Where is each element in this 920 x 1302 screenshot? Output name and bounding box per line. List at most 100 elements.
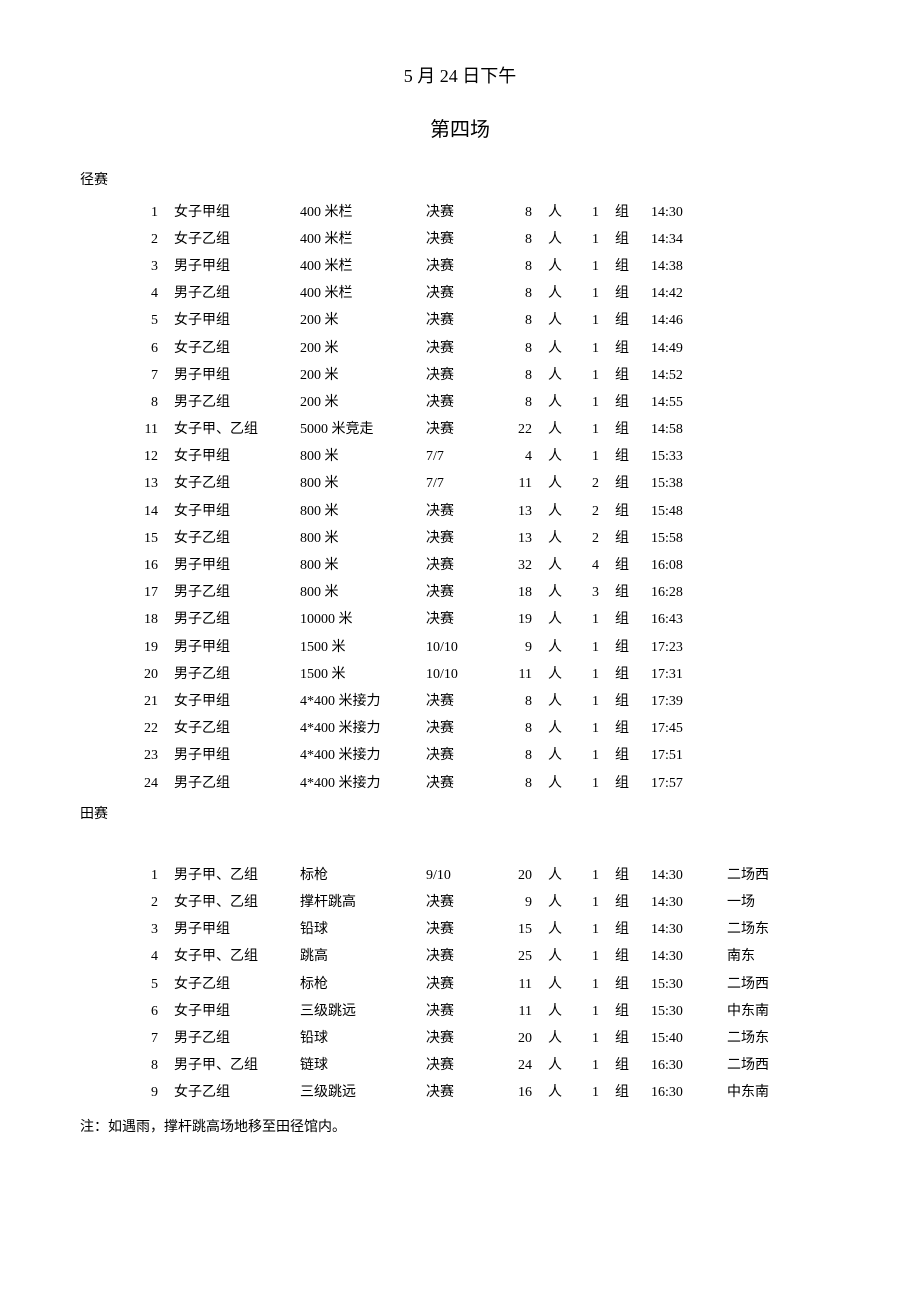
- cell-heats: 1: [576, 335, 607, 362]
- cell-time: 15:33: [643, 443, 719, 470]
- cell-round: 7/7: [418, 443, 494, 470]
- cell-round: 决赛: [418, 525, 494, 552]
- cell-no: 9: [120, 1079, 166, 1106]
- cell-count: 13: [494, 498, 540, 525]
- cell-count: 8: [494, 253, 540, 280]
- cell-heats: 1: [576, 1079, 607, 1106]
- cell-zu: 组: [607, 661, 643, 688]
- cell-group: 女子甲、乙组: [166, 889, 292, 916]
- cell-round: 决赛: [418, 579, 494, 606]
- cell-count: 18: [494, 579, 540, 606]
- cell-zu: 组: [607, 307, 643, 334]
- cell-time: 14:46: [643, 307, 719, 334]
- cell-heats: 1: [576, 199, 607, 226]
- cell-count: 8: [494, 389, 540, 416]
- cell-ren: 人: [540, 525, 576, 552]
- cell-time: 16:30: [643, 1052, 719, 1079]
- cell-no: 20: [120, 661, 166, 688]
- cell-heats: 1: [576, 998, 607, 1025]
- cell-ren: 人: [540, 916, 576, 943]
- cell-heats: 2: [576, 470, 607, 497]
- cell-count: 20: [494, 862, 540, 889]
- cell-time: 16:28: [643, 579, 719, 606]
- cell-count: 8: [494, 715, 540, 742]
- table-row: 1女子甲组400 米栏决赛8人1组14:30: [120, 199, 719, 226]
- cell-ren: 人: [540, 552, 576, 579]
- cell-ren: 人: [540, 862, 576, 889]
- cell-group: 男子乙组: [166, 606, 292, 633]
- cell-time: 14:30: [643, 199, 719, 226]
- cell-heats: 1: [576, 443, 607, 470]
- cell-zu: 组: [607, 552, 643, 579]
- cell-group: 女子乙组: [166, 715, 292, 742]
- cell-time: 15:40: [643, 1025, 719, 1052]
- cell-time: 14:42: [643, 280, 719, 307]
- cell-event: 400 米栏: [292, 253, 418, 280]
- table-row: 3男子甲组400 米栏决赛8人1组14:38: [120, 253, 719, 280]
- cell-no: 5: [120, 307, 166, 334]
- cell-heats: 1: [576, 362, 607, 389]
- cell-round: 决赛: [418, 943, 494, 970]
- cell-round: 决赛: [418, 742, 494, 769]
- table-row: 19男子甲组1500 米10/109人1组17:23: [120, 634, 719, 661]
- cell-group: 男子甲组: [166, 362, 292, 389]
- cell-time: 15:30: [643, 998, 719, 1025]
- table-row: 12女子甲组800 米7/74人1组15:33: [120, 443, 719, 470]
- table-row: 22女子乙组4*400 米接力决赛8人1组17:45: [120, 715, 719, 742]
- cell-round: 决赛: [418, 335, 494, 362]
- cell-zu: 组: [607, 1079, 643, 1106]
- cell-time: 14:30: [643, 889, 719, 916]
- cell-zu: 组: [607, 606, 643, 633]
- cell-no: 3: [120, 916, 166, 943]
- cell-group: 女子甲组: [166, 998, 292, 1025]
- cell-event: 200 米: [292, 307, 418, 334]
- cell-count: 8: [494, 770, 540, 797]
- cell-zu: 组: [607, 525, 643, 552]
- cell-no: 15: [120, 525, 166, 552]
- cell-zu: 组: [607, 253, 643, 280]
- cell-heats: 1: [576, 253, 607, 280]
- cell-ren: 人: [540, 1079, 576, 1106]
- field-table: 1男子甲、乙组标枪9/1020人1组14:30二场西2女子甲、乙组撑杆跳高决赛9…: [120, 832, 795, 1107]
- cell-event: 4*400 米接力: [292, 688, 418, 715]
- cell-ren: 人: [540, 770, 576, 797]
- cell-group: 女子甲组: [166, 498, 292, 525]
- cell-event: 5000 米竞走: [292, 416, 418, 443]
- cell-no: 11: [120, 416, 166, 443]
- cell-heats: 1: [576, 226, 607, 253]
- cell-heats: 1: [576, 389, 607, 416]
- cell-count: 16: [494, 1079, 540, 1106]
- cell-heats: 3: [576, 579, 607, 606]
- cell-ren: 人: [540, 389, 576, 416]
- cell-time: 14:30: [643, 916, 719, 943]
- cell-count: 11: [494, 470, 540, 497]
- cell-event: 标枪: [292, 862, 418, 889]
- cell-no: 17: [120, 579, 166, 606]
- table-row: 4男子乙组400 米栏决赛8人1组14:42: [120, 280, 719, 307]
- cell-event: 1500 米: [292, 661, 418, 688]
- cell-ren: 人: [540, 335, 576, 362]
- cell-round: 7/7: [418, 470, 494, 497]
- cell-heats: 2: [576, 498, 607, 525]
- cell-time: 14:55: [643, 389, 719, 416]
- cell-round: 决赛: [418, 416, 494, 443]
- cell-event: 撑杆跳高: [292, 889, 418, 916]
- cell-ren: 人: [540, 470, 576, 497]
- table-row: 8男子乙组200 米决赛8人1组14:55: [120, 389, 719, 416]
- cell-round: 决赛: [418, 253, 494, 280]
- table-row: 18男子乙组10000 米决赛19人1组16:43: [120, 606, 719, 633]
- table-row: 21女子甲组4*400 米接力决赛8人1组17:39: [120, 688, 719, 715]
- table-row: 6女子乙组200 米决赛8人1组14:49: [120, 335, 719, 362]
- cell-round: 决赛: [418, 1025, 494, 1052]
- cell-count: 25: [494, 943, 540, 970]
- cell-time: 17:51: [643, 742, 719, 769]
- table-row: 8男子甲、乙组链球决赛24人1组16:30二场西: [120, 1052, 795, 1079]
- cell-heats: 1: [576, 971, 607, 998]
- track-table: 1女子甲组400 米栏决赛8人1组14:302女子乙组400 米栏决赛8人1组1…: [120, 199, 719, 797]
- cell-zu: 组: [607, 742, 643, 769]
- cell-no: 13: [120, 470, 166, 497]
- cell-group: 男子甲组: [166, 552, 292, 579]
- cell-time: 17:31: [643, 661, 719, 688]
- cell-count: 9: [494, 889, 540, 916]
- cell-heats: 1: [576, 916, 607, 943]
